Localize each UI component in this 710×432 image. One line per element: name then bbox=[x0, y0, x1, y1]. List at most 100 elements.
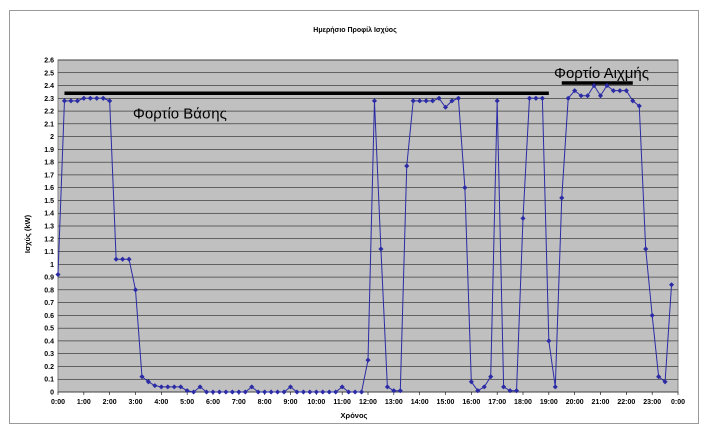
x-tick-label: 19:00 bbox=[540, 399, 558, 406]
data-point bbox=[662, 379, 668, 385]
data-point bbox=[126, 256, 132, 262]
x-tick-label: 13:00 bbox=[385, 399, 403, 406]
y-tick-label: 1 bbox=[50, 262, 54, 269]
y-tick-label: 0.2 bbox=[44, 364, 54, 371]
data-point bbox=[152, 383, 158, 389]
y-tick-label: 1.8 bbox=[44, 160, 54, 167]
data-point bbox=[171, 384, 177, 390]
data-point bbox=[643, 246, 649, 252]
data-point bbox=[268, 389, 274, 395]
data-point bbox=[300, 389, 306, 395]
data-point bbox=[488, 374, 494, 380]
x-tick-label: 17:00 bbox=[488, 399, 506, 406]
x-tick-label: 8:00 bbox=[258, 399, 272, 406]
annotation-label: Φορτίο Βάσης bbox=[133, 106, 227, 123]
y-tick-label: 2.4 bbox=[44, 83, 54, 90]
data-point bbox=[158, 384, 164, 390]
y-tick-label: 2.5 bbox=[44, 70, 54, 77]
data-point bbox=[223, 389, 229, 395]
y-tick-label: 1.5 bbox=[44, 198, 54, 205]
data-point bbox=[468, 379, 474, 385]
data-point bbox=[365, 357, 371, 363]
x-tick-label: 2:00 bbox=[103, 399, 117, 406]
y-tick-label: 2.1 bbox=[44, 121, 54, 128]
x-tick-label: 1:00 bbox=[77, 399, 91, 406]
chart-frame: Ημερήσιο Προφίλ Ισχύος 0 0.1 0.2 0.3 0.4 0.5 0… bbox=[9, 10, 699, 424]
data-point bbox=[404, 163, 410, 169]
data-point bbox=[287, 384, 294, 390]
data-point bbox=[384, 384, 390, 390]
series-power bbox=[55, 82, 675, 395]
x-tick-label: 23:00 bbox=[643, 399, 661, 406]
y-tick-label: 0.4 bbox=[44, 338, 54, 345]
x-tick-label: 15:00 bbox=[437, 399, 455, 406]
data-point bbox=[113, 256, 119, 262]
data-point bbox=[397, 388, 403, 394]
y-tick-label: 0.7 bbox=[44, 300, 54, 307]
data-point bbox=[281, 389, 287, 395]
data-point bbox=[501, 384, 507, 390]
y-tick-label: 1.2 bbox=[44, 236, 54, 243]
y-tick-label: 2 bbox=[50, 134, 54, 141]
x-tick-label: 22:00 bbox=[617, 399, 635, 406]
data-point bbox=[249, 384, 255, 390]
data-point bbox=[475, 388, 481, 394]
daily-power-profile-chart: Ημερήσιο Προφίλ Ισχύος 0 0.1 0.2 0.3 0.4 0.5 0… bbox=[23, 26, 685, 420]
data-point bbox=[145, 379, 151, 385]
x-tick-label: 0:00 bbox=[671, 399, 685, 406]
data-point bbox=[139, 374, 145, 380]
chart-title: Ημερήσιο Προφίλ Ισχύος bbox=[313, 26, 397, 34]
y-tick-label: 2.6 bbox=[44, 58, 54, 65]
data-point bbox=[210, 389, 216, 395]
x-tick-label: 9:00 bbox=[283, 399, 297, 406]
data-point bbox=[455, 95, 461, 101]
data-point bbox=[191, 389, 197, 395]
y-tick-label: 1.1 bbox=[44, 249, 54, 256]
x-tick-label: 4:00 bbox=[154, 399, 168, 406]
data-point bbox=[120, 256, 126, 262]
x-tick-label: 14:00 bbox=[411, 399, 429, 406]
x-tick-label: 16:00 bbox=[462, 399, 480, 406]
data-point bbox=[436, 95, 442, 101]
y-tick-label: 0.9 bbox=[44, 275, 54, 282]
y-tick-label: 0.6 bbox=[44, 313, 54, 320]
x-tick-label: 21:00 bbox=[592, 399, 610, 406]
y-tick-label: 0.5 bbox=[44, 326, 54, 333]
data-point bbox=[423, 98, 429, 104]
data-point bbox=[313, 389, 319, 395]
y-tick-label: 0.3 bbox=[44, 351, 54, 358]
data-point bbox=[320, 389, 326, 395]
x-tick-label: 7:00 bbox=[232, 399, 246, 406]
x-tick-label: 5:00 bbox=[180, 399, 194, 406]
data-point bbox=[352, 389, 358, 395]
data-point bbox=[61, 98, 68, 104]
y-axis-label: Ισχύς (kW) bbox=[23, 214, 32, 253]
data-point bbox=[462, 185, 468, 191]
y-tick-label: 0.1 bbox=[44, 377, 54, 384]
y-tick-label: 1.7 bbox=[44, 172, 54, 179]
data-point bbox=[333, 389, 339, 395]
data-point bbox=[236, 389, 242, 395]
data-point bbox=[307, 389, 313, 395]
x-tick-label: 3:00 bbox=[128, 399, 142, 406]
x-axis-label: Χρόνος bbox=[341, 411, 368, 420]
data-point bbox=[216, 389, 223, 395]
y-tick-label: 2.2 bbox=[44, 109, 54, 116]
data-point bbox=[229, 389, 235, 395]
y-tick-label: 1.4 bbox=[44, 211, 54, 218]
data-point bbox=[197, 384, 203, 390]
y-tick-label: 1.9 bbox=[44, 147, 54, 154]
y-tick-labels: 0 0.1 0.2 0.3 0.4 0.5 0.6 0.7 0.8 0.9 1 1.1 1.2 1.3 1.… bbox=[44, 58, 54, 397]
data-point bbox=[184, 388, 190, 394]
y-tick-label: 1.6 bbox=[44, 185, 54, 192]
y-tick-label: 0.8 bbox=[44, 287, 54, 294]
x-tick-label: 12:00 bbox=[359, 399, 377, 406]
data-point bbox=[275, 389, 281, 395]
data-point bbox=[132, 287, 139, 293]
data-point bbox=[668, 282, 675, 288]
data-point bbox=[68, 98, 74, 104]
data-point bbox=[326, 389, 332, 395]
data-point bbox=[100, 95, 106, 101]
y-tick-label: 0 bbox=[50, 390, 54, 397]
data-point bbox=[339, 384, 345, 390]
